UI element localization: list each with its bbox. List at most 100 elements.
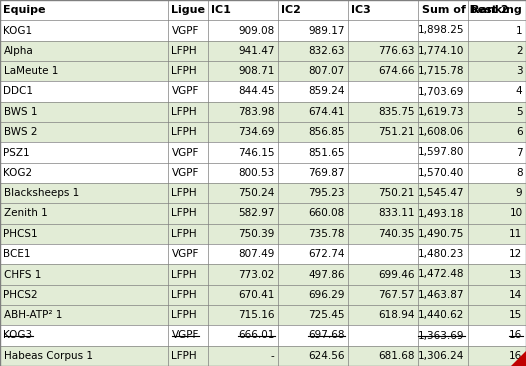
Text: Equipe: Equipe bbox=[4, 5, 46, 15]
Text: 6: 6 bbox=[516, 127, 522, 137]
Text: 750.21: 750.21 bbox=[378, 188, 414, 198]
Text: 2: 2 bbox=[516, 46, 522, 56]
Text: KOG3: KOG3 bbox=[4, 330, 33, 340]
Text: VGPF: VGPF bbox=[171, 168, 199, 178]
Text: 9: 9 bbox=[516, 188, 522, 198]
Text: Ranking: Ranking bbox=[471, 5, 522, 15]
Text: LaMeute 1: LaMeute 1 bbox=[4, 66, 58, 76]
Text: LFPH: LFPH bbox=[171, 310, 197, 320]
Text: 681.68: 681.68 bbox=[378, 351, 414, 361]
Bar bbox=[0, 61, 526, 81]
Text: 715.16: 715.16 bbox=[238, 310, 275, 320]
Bar bbox=[0, 325, 526, 346]
Text: Sum of best 2: Sum of best 2 bbox=[421, 5, 508, 15]
Text: 618.94: 618.94 bbox=[378, 310, 414, 320]
Text: 16: 16 bbox=[509, 330, 522, 340]
Bar bbox=[0, 41, 526, 61]
Text: 1,597.80: 1,597.80 bbox=[418, 147, 464, 157]
Text: 1,472.48: 1,472.48 bbox=[418, 269, 464, 280]
Bar bbox=[0, 102, 526, 122]
Text: 660.08: 660.08 bbox=[308, 209, 345, 219]
Text: VGPF: VGPF bbox=[171, 330, 199, 340]
Text: CHFS 1: CHFS 1 bbox=[4, 269, 41, 280]
Text: DDC1: DDC1 bbox=[4, 86, 34, 97]
Text: PHCS1: PHCS1 bbox=[4, 229, 38, 239]
Text: IC2: IC2 bbox=[281, 5, 301, 15]
Bar bbox=[0, 244, 526, 264]
Text: 767.57: 767.57 bbox=[378, 290, 414, 300]
Bar bbox=[0, 264, 526, 285]
Text: 856.85: 856.85 bbox=[308, 127, 345, 137]
Text: 666.01: 666.01 bbox=[238, 330, 275, 340]
Text: 5: 5 bbox=[516, 107, 522, 117]
Text: 1,363.69: 1,363.69 bbox=[418, 330, 464, 340]
Bar bbox=[0, 183, 526, 203]
Bar bbox=[0, 224, 526, 244]
Text: 16: 16 bbox=[509, 351, 522, 361]
Text: LFPH: LFPH bbox=[171, 269, 197, 280]
Text: LFPH: LFPH bbox=[171, 290, 197, 300]
Text: 735.78: 735.78 bbox=[308, 229, 345, 239]
Text: LFPH: LFPH bbox=[171, 351, 197, 361]
Text: -: - bbox=[271, 351, 275, 361]
Text: LFPH: LFPH bbox=[171, 229, 197, 239]
Text: Zenith 1: Zenith 1 bbox=[4, 209, 47, 219]
Text: BCE1: BCE1 bbox=[4, 249, 31, 259]
Bar bbox=[0, 285, 526, 305]
Text: 746.15: 746.15 bbox=[238, 147, 275, 157]
Text: Habeas Corpus 1: Habeas Corpus 1 bbox=[4, 351, 93, 361]
Text: IC3: IC3 bbox=[351, 5, 371, 15]
Text: 807.07: 807.07 bbox=[308, 66, 345, 76]
Text: 800.53: 800.53 bbox=[238, 168, 275, 178]
Text: 8: 8 bbox=[516, 168, 522, 178]
Text: 672.74: 672.74 bbox=[308, 249, 345, 259]
Text: 1,545.47: 1,545.47 bbox=[418, 188, 464, 198]
Text: VGPF: VGPF bbox=[171, 249, 199, 259]
Text: 1,463.87: 1,463.87 bbox=[418, 290, 464, 300]
Text: PHCS2: PHCS2 bbox=[4, 290, 38, 300]
Text: 807.49: 807.49 bbox=[238, 249, 275, 259]
Text: 7: 7 bbox=[516, 147, 522, 157]
Text: ABH-ATP² 1: ABH-ATP² 1 bbox=[4, 310, 62, 320]
Text: 783.98: 783.98 bbox=[238, 107, 275, 117]
Text: 773.02: 773.02 bbox=[238, 269, 275, 280]
Text: 1,493.18: 1,493.18 bbox=[418, 209, 464, 219]
Text: 832.63: 832.63 bbox=[308, 46, 345, 56]
Text: 1: 1 bbox=[516, 26, 522, 36]
Text: LFPH: LFPH bbox=[171, 127, 197, 137]
Text: 674.41: 674.41 bbox=[308, 107, 345, 117]
Text: 3: 3 bbox=[516, 66, 522, 76]
Text: 844.45: 844.45 bbox=[238, 86, 275, 97]
Text: 835.75: 835.75 bbox=[378, 107, 414, 117]
Text: 851.65: 851.65 bbox=[308, 147, 345, 157]
Text: 795.23: 795.23 bbox=[308, 188, 345, 198]
Text: 1,306.24: 1,306.24 bbox=[418, 351, 464, 361]
Bar bbox=[0, 163, 526, 183]
Text: 989.17: 989.17 bbox=[308, 26, 345, 36]
Text: 1,490.75: 1,490.75 bbox=[418, 229, 464, 239]
Text: Ligue: Ligue bbox=[171, 5, 206, 15]
Text: 13: 13 bbox=[509, 269, 522, 280]
Bar bbox=[0, 305, 526, 325]
Bar bbox=[0, 20, 526, 41]
Text: 582.97: 582.97 bbox=[238, 209, 275, 219]
Text: 1,774.10: 1,774.10 bbox=[418, 46, 464, 56]
Text: LFPH: LFPH bbox=[171, 66, 197, 76]
Text: 497.86: 497.86 bbox=[308, 269, 345, 280]
Text: 1,619.73: 1,619.73 bbox=[418, 107, 464, 117]
Bar bbox=[0, 203, 526, 224]
Text: 833.11: 833.11 bbox=[378, 209, 414, 219]
Text: PSZ1: PSZ1 bbox=[4, 147, 30, 157]
Text: 1,898.25: 1,898.25 bbox=[418, 26, 464, 36]
Text: 1,480.23: 1,480.23 bbox=[418, 249, 464, 259]
Text: BWS 1: BWS 1 bbox=[4, 107, 37, 117]
Bar bbox=[0, 346, 526, 366]
Text: 1,608.06: 1,608.06 bbox=[418, 127, 464, 137]
Text: 1,703.69: 1,703.69 bbox=[418, 86, 464, 97]
Bar bbox=[0, 81, 526, 102]
Text: LFPH: LFPH bbox=[171, 107, 197, 117]
Text: LFPH: LFPH bbox=[171, 46, 197, 56]
Text: VGPF: VGPF bbox=[171, 86, 199, 97]
Text: KOG1: KOG1 bbox=[4, 26, 33, 36]
Text: 725.45: 725.45 bbox=[308, 310, 345, 320]
